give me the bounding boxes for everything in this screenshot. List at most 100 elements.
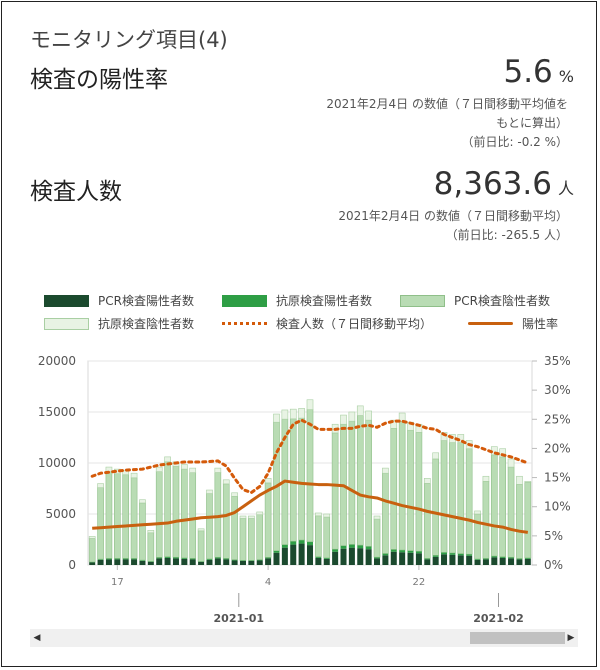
tests-value: 8,363.6 人: [434, 166, 574, 202]
bar-segment: [189, 558, 196, 560]
bar-segment: [491, 557, 498, 565]
bar-segment: [315, 557, 322, 565]
bar-segment: [432, 458, 439, 556]
bar-segment: [189, 559, 196, 565]
y-tick-label: 20000: [38, 354, 76, 368]
bar-segment: [457, 442, 465, 554]
bar-segment: [323, 557, 330, 559]
bar-segment: [189, 467, 197, 473]
bar-segment: [432, 555, 439, 557]
bar-segment: [222, 483, 230, 559]
bar-segment: [323, 516, 331, 559]
bar-segment: [105, 471, 113, 559]
bar-segment: [365, 549, 372, 565]
bar-segment: [499, 448, 506, 458]
bar-segment: [89, 562, 96, 565]
bar-segment: [222, 479, 230, 485]
legend-swatch-positivity-rate: [468, 322, 513, 325]
bar-segment: [231, 496, 238, 560]
bar-segment: [172, 466, 180, 558]
bar-segment: [122, 474, 130, 559]
bar-segment: [482, 558, 489, 560]
legend-tests-avg[interactable]: 検査人数（７日間移動平均）: [222, 315, 432, 332]
bar-segment: [449, 554, 456, 565]
y2-tick-label: 35%: [544, 354, 571, 368]
chart-scrollbar[interactable]: ◀ ▶: [30, 629, 578, 647]
bar-segment: [181, 558, 188, 565]
positivity-change: （前日比: -0.2 %）: [461, 135, 569, 149]
tests-note-line: 2021年2月4日 の数値（７日間移動平均）: [338, 209, 568, 223]
legend-antigen-positive[interactable]: 抗原検査陽性者数: [222, 292, 372, 309]
bar-segment: [156, 558, 163, 565]
positivity-note-line2: もとに算出）: [496, 116, 568, 130]
legend-pcr-negative[interactable]: PCR検査陰性者数: [400, 292, 550, 309]
bar-segment: [139, 560, 146, 565]
bar-segment: [181, 468, 188, 559]
bar-segment: [147, 561, 154, 562]
tests-number: 8,363.6: [433, 166, 552, 202]
bar-segment: [356, 415, 364, 546]
scroll-thumb[interactable]: [470, 632, 565, 644]
legend-label: 検査人数（７日間移動平均）: [276, 317, 433, 331]
bar-segment: [449, 442, 456, 554]
bar-segment: [415, 553, 422, 565]
bar-segment: [415, 432, 423, 552]
legend-positivity-rate[interactable]: 陽性率: [468, 315, 558, 332]
bar-segment: [105, 559, 112, 565]
bar-segment: [332, 549, 339, 552]
bar-segment: [147, 532, 155, 562]
bar-segment: [373, 518, 381, 558]
bar-segment: [423, 483, 431, 559]
bar-segment: [298, 408, 305, 419]
bar-segment: [214, 558, 221, 565]
scroll-right-arrow-icon[interactable]: ▶: [567, 633, 575, 643]
positivity-unit: %: [558, 67, 574, 86]
y2-tick-label: 0%: [544, 558, 563, 572]
legend-swatch-pcr-negative: [400, 294, 445, 307]
bar-segment: [248, 515, 255, 519]
bar-segment: [97, 487, 104, 560]
bar-segment: [415, 551, 422, 554]
y-tick-label: 15000: [38, 405, 76, 419]
bar-segment: [248, 560, 255, 561]
bar-segment: [315, 556, 322, 558]
bar-segment: [499, 556, 506, 558]
bar-segment: [147, 530, 155, 534]
bar-segment: [273, 552, 280, 565]
bar-segment: [155, 466, 163, 472]
bar-segment: [223, 558, 230, 560]
bar-segment: [382, 553, 389, 556]
bar-segment: [407, 550, 414, 553]
bar-segment: [374, 557, 381, 559]
scroll-left-arrow-icon[interactable]: ◀: [33, 633, 41, 643]
bar-segment: [97, 483, 104, 488]
bar-segment: [156, 557, 163, 559]
y-tick-label: 10000: [38, 456, 76, 470]
legend-pcr-positive[interactable]: PCR検査陽性者数: [44, 292, 194, 309]
legend-antigen-negative[interactable]: 抗原検査陰性者数: [44, 315, 194, 332]
bar-segment: [348, 547, 355, 565]
bar-segment: [88, 538, 96, 563]
positivity-note: 2021年2月4日 の数値（７日間移動平均値を もとに算出） （前日比: -0.…: [326, 95, 568, 152]
bar-segment: [482, 481, 490, 559]
bar-segment: [298, 417, 305, 541]
bar-segment: [516, 558, 523, 560]
bar-segment: [390, 419, 398, 429]
bar-segment: [365, 419, 372, 547]
bar-segment: [357, 545, 364, 549]
bar-segment: [239, 515, 247, 519]
y2-tick-label: 30%: [544, 383, 571, 397]
bar-segment: [340, 414, 347, 425]
bar-segment: [231, 559, 238, 561]
bar-segment: [197, 530, 205, 562]
tests-label: 検査人数: [30, 179, 122, 205]
bar-segment: [231, 492, 238, 497]
bar-segment: [382, 467, 389, 474]
bar-segment: [281, 547, 288, 565]
bar-segment: [265, 557, 272, 559]
bar-segment: [348, 544, 355, 548]
legend-swatch-antigen-negative: [44, 317, 89, 330]
bar-segment: [340, 545, 347, 549]
bar-segment: [114, 559, 121, 565]
